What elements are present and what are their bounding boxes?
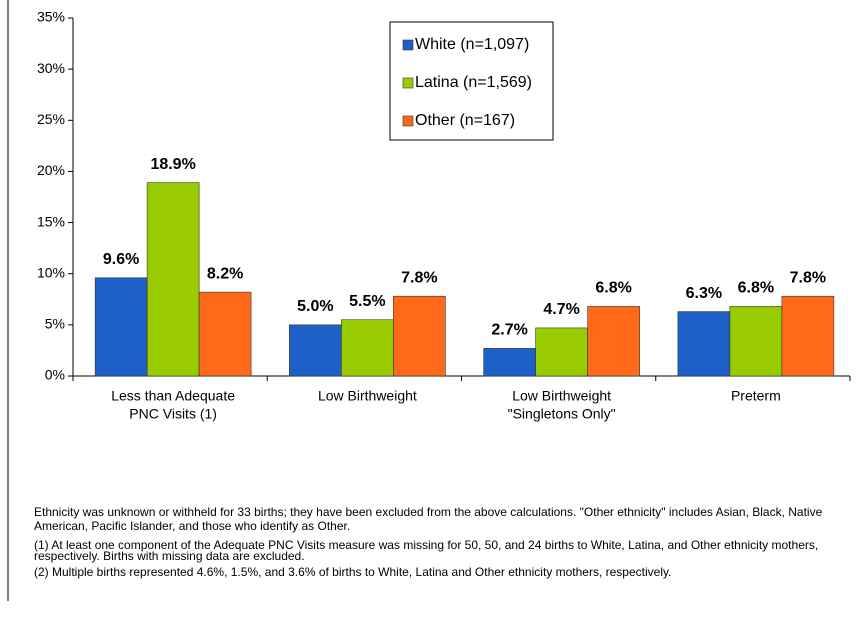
bar <box>677 311 731 377</box>
data-label: 6.8% <box>738 280 774 297</box>
legend-label: Latina (n=1,569) <box>415 74 532 91</box>
y-tick-label: 35% <box>37 9 65 25</box>
legend-label: Other (n=167) <box>415 112 515 129</box>
legend-label: White (n=1,097) <box>415 36 529 53</box>
data-label: 7.8% <box>790 269 826 286</box>
bar <box>94 277 148 377</box>
legend-swatch <box>402 39 414 51</box>
data-label: 9.6% <box>103 251 139 268</box>
bar <box>146 182 200 377</box>
legend-swatch <box>402 77 414 89</box>
data-label: 6.8% <box>595 280 631 297</box>
data-label: 5.0% <box>297 298 333 315</box>
bar <box>393 295 446 377</box>
data-label: 18.9% <box>150 156 195 173</box>
x-tick-label: "Singletons Only" <box>508 406 616 422</box>
x-tick-label: Low Birthweight <box>318 388 417 404</box>
data-label: 2.7% <box>491 322 527 339</box>
data-label: 8.2% <box>207 265 243 282</box>
bar <box>289 324 342 377</box>
data-label: 4.7% <box>543 301 579 318</box>
y-tick-label: 25% <box>37 111 65 127</box>
data-label: 6.3% <box>686 285 722 302</box>
note: (2) Multiple births represented 4.6%, 1.… <box>34 565 672 579</box>
bar <box>729 306 783 377</box>
note: Ethnicity was unknown or withheld for 33… <box>34 505 823 533</box>
x-tick-label: Preterm <box>731 388 781 404</box>
x-tick-label: Low Birthweight <box>512 388 611 404</box>
x-tick-label: Less than Adequate <box>111 388 235 404</box>
data-label: 7.8% <box>401 269 437 286</box>
bar <box>587 306 640 377</box>
notes: Ethnicity was unknown or withheld for 33… <box>34 505 834 586</box>
x-tick-label: PNC Visits (1) <box>129 406 217 422</box>
data-label: 5.5% <box>349 293 385 310</box>
bar <box>483 348 536 377</box>
note: (1) At least one component of the Adequa… <box>34 538 819 563</box>
bar <box>535 327 588 377</box>
y-tick-label: 10% <box>37 264 65 280</box>
bar <box>341 319 394 377</box>
y-tick-label: 20% <box>37 162 65 178</box>
y-tick-label: 30% <box>37 60 65 76</box>
legend-swatch <box>402 115 414 127</box>
y-tick-label: 0% <box>45 367 65 383</box>
bar <box>198 291 252 377</box>
y-tick-label: 15% <box>37 213 65 229</box>
y-tick-label: 5% <box>45 316 65 332</box>
bar <box>781 295 835 377</box>
legend-box <box>389 21 554 141</box>
